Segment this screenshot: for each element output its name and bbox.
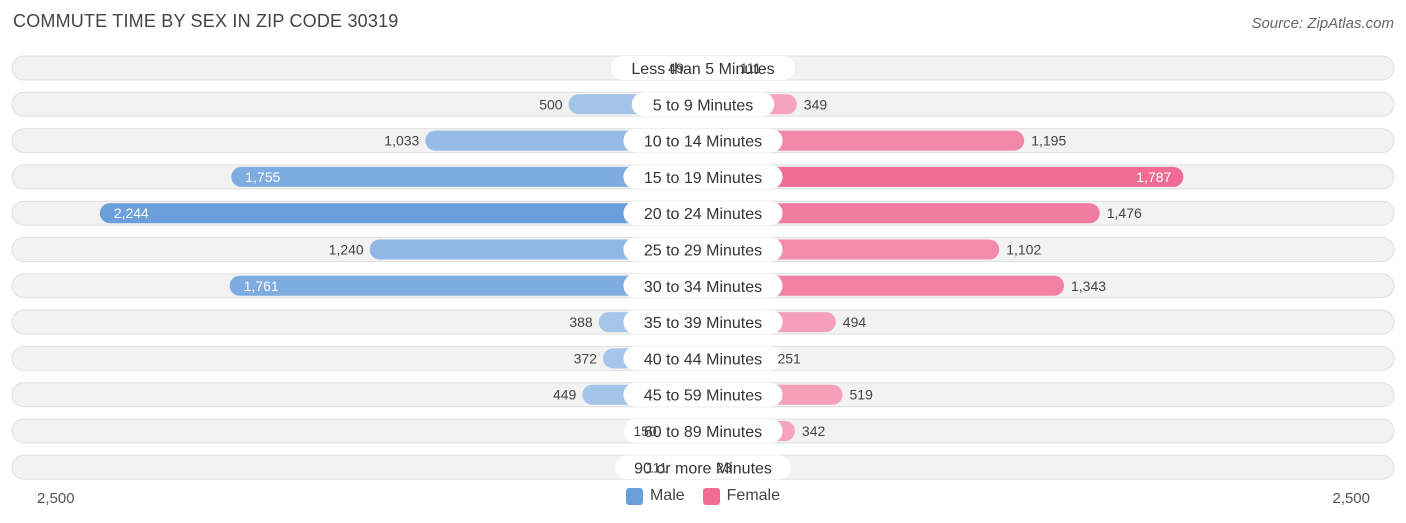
legend-label-male: Male (649, 487, 685, 504)
male-value-label: 111 (646, 459, 667, 475)
source-label: Source: ZipAtlas.com (1251, 15, 1394, 32)
category-pill (623, 164, 783, 189)
chart-title: COMMUTE TIME BY SEX IN ZIP CODE 30319 (13, 11, 399, 31)
category-pill (623, 273, 783, 298)
category-label: 60 to 89 Minutes (644, 424, 762, 441)
female-value-label: 519 (850, 387, 874, 403)
legend-swatch-female (702, 487, 720, 505)
category-pill (623, 419, 783, 443)
male-bar (369, 239, 703, 260)
legend-item-male: Male (625, 487, 685, 505)
category-label: 40 to 44 Minutes (644, 351, 762, 368)
female-value-label: 494 (843, 314, 867, 330)
female-value-label: 23 (716, 459, 732, 475)
category-pill (631, 92, 775, 117)
male-value-label: 500 (539, 96, 563, 112)
female-value-label: 1,343 (1071, 278, 1106, 294)
category-pill (623, 201, 783, 226)
category-pill (610, 56, 796, 80)
male-value-label: 372 (574, 350, 598, 366)
category-label: 10 to 14 Minutes (644, 134, 762, 151)
male-value-label: 1,761 (244, 278, 279, 294)
female-bar (703, 130, 1025, 151)
axis-left-label: 2,500 (37, 490, 75, 507)
male-value-label: 1,755 (245, 169, 280, 185)
category-pill (615, 455, 791, 480)
male-bar (229, 275, 704, 296)
category-pill (623, 346, 783, 371)
legend-label-female: Female (726, 487, 781, 504)
female-bar (703, 203, 1100, 224)
female-value-label: 349 (804, 96, 828, 112)
female-value-label: 1,195 (1031, 133, 1066, 149)
category-pill (623, 128, 783, 153)
category-label: 5 to 9 Minutes (653, 97, 754, 114)
male-bar (99, 203, 703, 224)
female-bar (703, 275, 1064, 296)
category-label: 30 to 34 Minutes (644, 279, 762, 296)
male-value-label: 1,033 (384, 133, 419, 149)
legend-item-female: Female (702, 487, 781, 505)
female-value-label: 1,102 (1006, 242, 1041, 258)
female-bar (703, 166, 1184, 187)
female-value-label: 1,787 (1136, 169, 1171, 185)
category-pill (623, 237, 783, 262)
male-value-label: 449 (553, 387, 577, 403)
male-bar (231, 166, 704, 187)
category-label: 25 to 29 Minutes (644, 243, 762, 260)
category-label: 90 or more Minutes (634, 460, 772, 477)
axis-right-label: 2,500 (1332, 490, 1370, 507)
female-value-label: 251 (777, 350, 801, 366)
male-value-label: 2,244 (114, 205, 149, 221)
male-value-label: 388 (569, 314, 593, 330)
female-value-label: 111 (740, 60, 761, 76)
male-value-label: 49 (668, 60, 684, 76)
legend: Male Female (0, 487, 1406, 505)
category-label: 35 to 39 Minutes (644, 315, 762, 332)
category-pill (623, 382, 783, 407)
category-pill (623, 310, 783, 335)
legend-swatch-male (625, 487, 643, 505)
category-label: 45 to 59 Minutes (644, 388, 762, 405)
female-value-label: 342 (802, 423, 826, 439)
male-value-label: 1,240 (329, 242, 364, 258)
female-value-label: 1,476 (1107, 205, 1142, 221)
category-label: 20 to 24 Minutes (644, 206, 762, 223)
male-value-label: 150 (633, 423, 657, 439)
category-label: Less than 5 Minutes (631, 61, 774, 78)
category-label: 15 to 19 Minutes (644, 170, 762, 187)
